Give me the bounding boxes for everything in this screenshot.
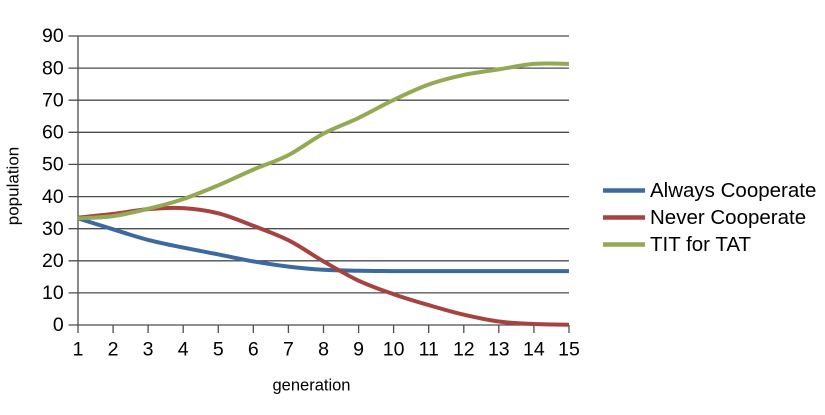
- svg-text:30: 30: [42, 218, 64, 240]
- svg-text:2: 2: [108, 339, 119, 361]
- svg-text:20: 20: [42, 250, 64, 272]
- svg-text:60: 60: [42, 122, 64, 144]
- svg-text:13: 13: [488, 339, 510, 361]
- svg-text:6: 6: [248, 339, 259, 361]
- svg-text:70: 70: [42, 89, 64, 111]
- svg-text:population: population: [4, 147, 23, 225]
- svg-text:TIT for TAT: TIT for TAT: [650, 233, 751, 256]
- svg-text:7: 7: [283, 339, 294, 361]
- svg-text:90: 90: [42, 25, 64, 47]
- svg-text:Never Cooperate: Never Cooperate: [650, 206, 806, 229]
- svg-text:0: 0: [53, 314, 64, 336]
- svg-text:generation: generation: [273, 377, 351, 395]
- svg-text:50: 50: [42, 154, 64, 176]
- svg-text:10: 10: [383, 339, 405, 361]
- svg-text:1: 1: [73, 339, 84, 361]
- svg-text:80: 80: [42, 57, 64, 79]
- svg-text:12: 12: [453, 339, 475, 361]
- svg-text:5: 5: [213, 339, 224, 361]
- svg-text:8: 8: [318, 339, 329, 361]
- svg-text:40: 40: [42, 186, 64, 208]
- svg-text:3: 3: [143, 339, 154, 361]
- svg-text:11: 11: [419, 339, 439, 361]
- svg-text:Always Cooperate: Always Cooperate: [650, 179, 816, 202]
- svg-text:10: 10: [42, 282, 64, 304]
- svg-text:15: 15: [558, 339, 580, 361]
- svg-text:9: 9: [353, 339, 364, 361]
- svg-text:4: 4: [178, 339, 189, 361]
- svg-text:14: 14: [523, 339, 545, 361]
